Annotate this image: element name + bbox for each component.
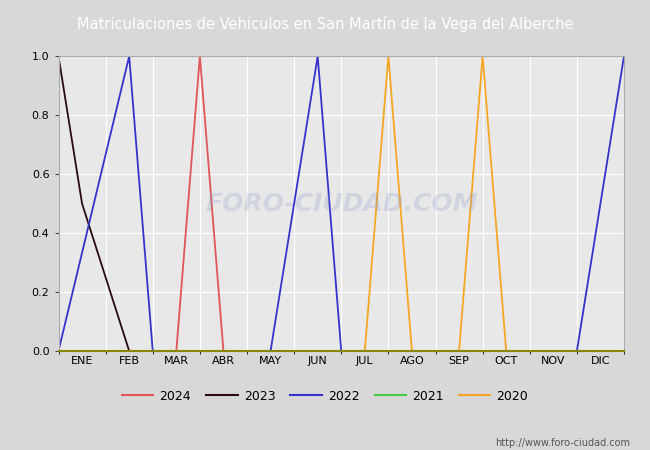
Text: http://www.foro-ciudad.com: http://www.foro-ciudad.com — [495, 438, 630, 448]
Legend: 2024, 2023, 2022, 2021, 2020: 2024, 2023, 2022, 2021, 2020 — [117, 384, 533, 408]
Text: FORO-CIUDAD.COM: FORO-CIUDAD.COM — [205, 192, 478, 216]
Text: Matriculaciones de Vehiculos en San Martín de la Vega del Alberche: Matriculaciones de Vehiculos en San Mart… — [77, 16, 573, 32]
